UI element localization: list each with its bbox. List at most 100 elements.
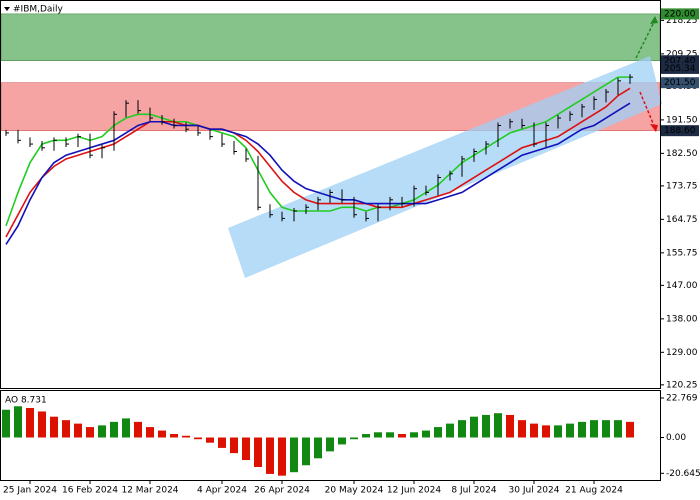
ao-bar <box>290 437 298 473</box>
ao-bar <box>314 437 322 459</box>
y-tick-label: 182.50 <box>666 149 698 159</box>
symbol-menu[interactable] <box>4 7 10 11</box>
ao-bar <box>590 420 598 438</box>
down-arrow <box>639 91 656 129</box>
chart-title: #IBM,Daily <box>13 5 63 15</box>
ao-bar <box>50 416 58 438</box>
ao-bar <box>374 432 382 438</box>
indicator-y-tick-label: 22.769 <box>666 393 698 403</box>
price-panel-frame <box>0 0 661 389</box>
ao-bar <box>242 437 250 461</box>
y-tick-label: 138.00 <box>666 314 698 324</box>
ao-bar <box>362 434 370 438</box>
ao-bar <box>458 420 466 438</box>
moving-average <box>5 102 631 245</box>
ao-bar <box>62 420 70 438</box>
y-tick-label: 120.25 <box>666 380 698 390</box>
ao-bar <box>182 435 190 438</box>
moving-average <box>5 76 630 227</box>
ao-bar <box>326 437 334 452</box>
ao-bar <box>554 425 562 438</box>
x-tick-label: 12 Jun 2024 <box>387 486 441 496</box>
ao-bar <box>158 430 166 438</box>
x-tick-label: 21 Aug 2024 <box>565 486 623 496</box>
ao-bar <box>482 414 490 438</box>
ao-bar <box>470 416 478 438</box>
ao-bar <box>122 418 130 438</box>
ao-bar <box>410 432 418 438</box>
x-tick-label: 20 May 2024 <box>325 486 384 496</box>
x-tick-label: 12 Mar 2024 <box>121 486 178 496</box>
ao-bar <box>518 420 526 438</box>
ao-bar <box>14 406 22 438</box>
indicator-y-tick-label: 0.00 <box>666 433 686 443</box>
price-badge-label: 188.60 <box>664 126 696 136</box>
x-tick-label: 16 Feb 2024 <box>62 486 118 496</box>
ao-bar <box>302 437 310 466</box>
ao-bar <box>110 421 118 438</box>
ao-bar <box>218 437 226 448</box>
y-tick-label: 147.00 <box>666 281 698 291</box>
indicator-y-tick-label: -20.645 <box>666 469 700 479</box>
ao-bar <box>230 437 238 454</box>
y-tick-label: 209.25 <box>666 49 698 59</box>
ao-bar <box>98 425 106 438</box>
ao-bar <box>146 427 154 438</box>
y-tick-label: 191.50 <box>666 115 698 125</box>
ao-bar <box>38 411 46 438</box>
ao-bar <box>578 421 586 438</box>
ao-bar <box>134 421 142 438</box>
ao-bar <box>2 409 10 438</box>
price-badge <box>661 55 699 67</box>
price-badge-label: 207.40 <box>664 56 696 66</box>
ao-bar <box>446 423 454 438</box>
ao-bar <box>206 437 214 443</box>
down-arrow-head <box>650 124 658 132</box>
y-tick-label: 173.75 <box>666 181 698 191</box>
price-badge <box>661 62 699 74</box>
y-tick-label: 155.75 <box>666 248 698 258</box>
ao-bar <box>266 437 274 474</box>
ao-bar <box>350 437 358 440</box>
ao-bar <box>566 423 574 438</box>
x-tick-label: 30 Jul 2024 <box>509 486 560 496</box>
indicator-panel-frame <box>0 390 661 481</box>
price-badge-label: 205.34 <box>664 64 696 74</box>
ao-bar <box>338 437 346 445</box>
indicator-label: AO 8.731 <box>5 396 47 406</box>
up-arrow <box>635 19 656 59</box>
x-tick-label: 25 Jan 2024 <box>3 486 57 496</box>
y-tick-label: 164.75 <box>666 215 698 225</box>
price-channel <box>228 56 662 278</box>
x-tick-label: 4 Apr 2024 <box>197 486 247 496</box>
ao-bar <box>398 434 406 438</box>
ao-bar <box>542 425 550 438</box>
price-badge-label: 220.00 <box>664 9 696 19</box>
ao-bar <box>434 427 442 438</box>
y-tick-label: 129.00 <box>666 348 698 358</box>
ao-bar <box>86 427 94 438</box>
price-badge <box>661 125 699 137</box>
price-badge-label: 201.50 <box>664 78 696 88</box>
ao-bar <box>26 408 34 438</box>
price-zone <box>0 13 661 62</box>
y-tick-label: 218.25 <box>666 16 698 26</box>
ao-bar <box>254 437 262 467</box>
ao-bar <box>422 430 430 438</box>
ao-bar <box>386 432 394 438</box>
ao-bar <box>74 423 82 438</box>
price-badge <box>661 8 699 20</box>
x-tick-label: 8 Jul 2024 <box>451 486 496 496</box>
plot <box>5 74 633 245</box>
ao-bar <box>602 420 610 438</box>
x-tick-label: 26 Apr 2024 <box>254 486 310 496</box>
ao-bar <box>494 413 502 438</box>
ao-bar <box>626 421 634 438</box>
ao-bar <box>614 420 622 438</box>
ao-bar <box>278 437 286 476</box>
ao-bar <box>530 423 538 438</box>
ao-bar <box>170 434 178 438</box>
price-badge <box>661 77 699 89</box>
ao-bar <box>506 414 514 438</box>
up-arrow-head <box>650 16 658 24</box>
